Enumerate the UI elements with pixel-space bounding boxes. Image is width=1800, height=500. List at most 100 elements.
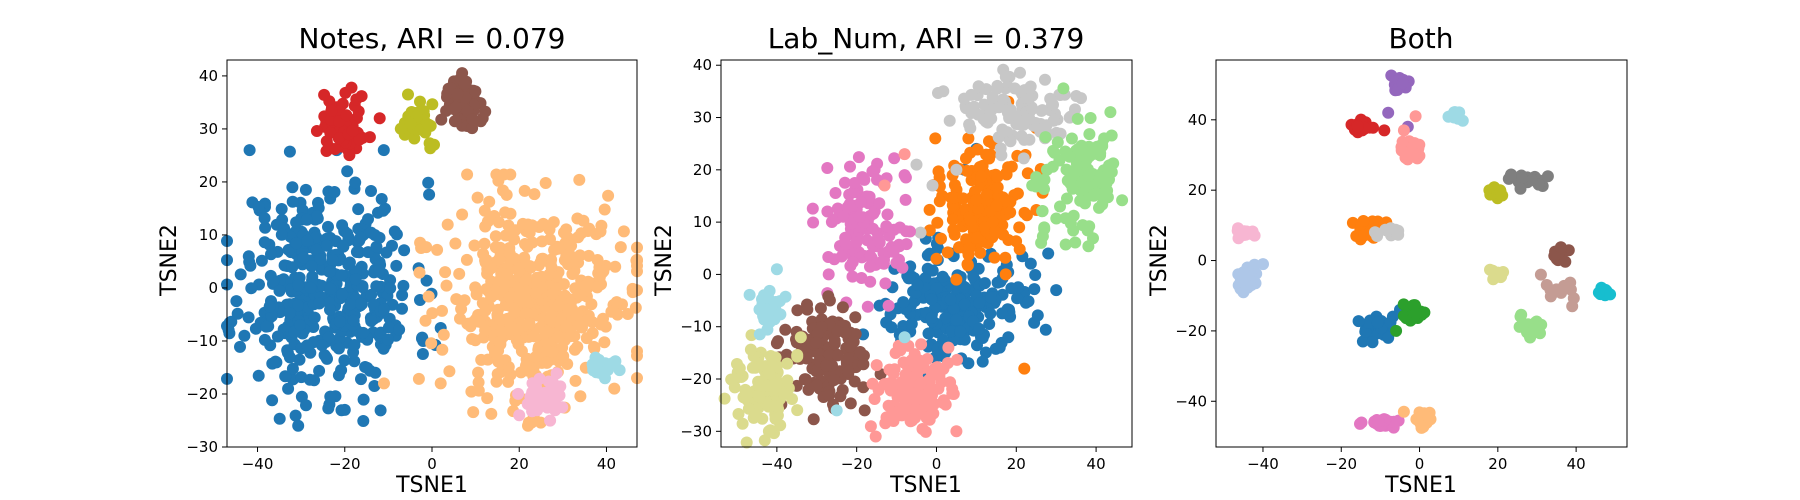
scatter-point — [885, 321, 898, 334]
scatter-point — [758, 313, 771, 326]
scatter-point — [878, 179, 891, 192]
scatter-point — [898, 148, 911, 161]
scatter-point — [965, 107, 978, 119]
scatter-point — [339, 86, 352, 99]
scatter-point — [310, 231, 323, 244]
scatter-point — [495, 326, 508, 339]
scatter-point — [305, 260, 318, 273]
x-tick-label: 40 — [1087, 455, 1106, 473]
y-axis-label: TSNE2 — [1147, 224, 1172, 297]
scatter-point — [512, 387, 525, 400]
scatter-point — [326, 254, 339, 266]
y-tick-label: −20 — [680, 370, 712, 388]
scatter-point — [518, 184, 531, 197]
y-axis-label: TSNE2 — [652, 224, 677, 297]
scatter-point — [419, 314, 432, 327]
scatter-point — [963, 118, 976, 131]
scatter-point — [580, 279, 593, 292]
scatter-point — [926, 264, 939, 277]
y-tick-label: −10 — [186, 332, 218, 350]
scatter-point — [598, 203, 611, 216]
scatter-point — [1084, 112, 1097, 124]
scatter-point — [520, 307, 533, 320]
scatter-point — [811, 327, 824, 340]
scatter-point — [879, 417, 892, 430]
y-tick-label: −30 — [680, 422, 712, 440]
scatter-point — [821, 162, 834, 174]
scatter-point — [836, 301, 849, 314]
y-axis-label: TSNE2 — [157, 224, 182, 297]
scatter-point — [322, 331, 335, 344]
scatter-point — [511, 323, 523, 336]
scatter-point — [375, 193, 388, 205]
scatter-point — [341, 227, 354, 240]
scatter-point — [835, 250, 848, 263]
scatter-point — [844, 397, 857, 410]
scatter-point — [1525, 174, 1538, 187]
scatter-point — [882, 399, 895, 412]
scatter-point — [807, 413, 820, 426]
scatter-point — [412, 372, 425, 385]
scatter-point — [290, 237, 303, 250]
scatter-point — [521, 398, 534, 410]
scatter-point — [460, 253, 473, 266]
scatter-point — [522, 364, 535, 377]
scatter-point — [1515, 308, 1528, 321]
scatter-point — [970, 194, 983, 207]
scatter-point — [528, 330, 541, 343]
scatter-point — [896, 405, 909, 417]
scatter-points — [1231, 69, 1617, 434]
scatter-point — [263, 300, 276, 313]
scatter-point — [1031, 309, 1044, 322]
scatter-point — [926, 179, 939, 192]
x-tick-label: −20 — [1325, 455, 1357, 473]
scatter-point — [431, 243, 444, 256]
scatter-point — [472, 376, 485, 389]
scatter-point — [888, 152, 901, 165]
scatter-point — [1390, 324, 1403, 337]
scatter-point — [292, 419, 305, 432]
scatter-point — [290, 216, 303, 229]
scatter-point — [791, 404, 804, 417]
scatter-point — [866, 222, 879, 235]
scatter-point — [999, 251, 1012, 264]
scatter-point — [566, 268, 579, 280]
x-tick-label: 0 — [932, 455, 942, 473]
scatter-point — [1005, 160, 1018, 173]
scatter-point — [422, 176, 435, 189]
scatter-point — [929, 132, 942, 145]
scatter-point — [958, 298, 971, 311]
plot-frame — [1215, 59, 1628, 448]
scatter-point — [1554, 241, 1567, 254]
scatter-point — [960, 152, 972, 165]
y-tick-label: 40 — [1188, 111, 1207, 129]
scatter-point — [325, 104, 338, 117]
scatter-point — [802, 383, 815, 396]
scatter-point — [558, 226, 570, 239]
scatter-point — [323, 265, 336, 278]
scatter-point — [543, 268, 556, 281]
scatter-point — [313, 364, 326, 377]
scatter-point — [763, 367, 776, 380]
scatter-point — [1366, 336, 1379, 349]
scatter-point — [435, 113, 448, 126]
scatter-point — [1100, 177, 1113, 190]
scatter-point — [873, 197, 886, 210]
scatter-point — [414, 95, 426, 108]
scatter-point — [454, 312, 466, 325]
scatter-point — [939, 312, 952, 325]
scatter-point — [1358, 229, 1371, 242]
x-axis-label: TSNE1 — [1384, 473, 1457, 498]
scatter-point — [455, 303, 468, 315]
scatter-point — [1384, 316, 1397, 329]
scatter-point — [960, 233, 973, 246]
scatter-point — [587, 340, 600, 353]
scatter-point — [283, 145, 296, 158]
scatter-point — [1352, 315, 1365, 328]
scatter-point — [1559, 255, 1572, 268]
y-tick-label: 30 — [693, 109, 712, 127]
scatter-point — [881, 208, 894, 221]
scatter-point — [384, 282, 397, 295]
scatter-point — [991, 181, 1004, 194]
y-tick-label: 0 — [208, 279, 218, 297]
